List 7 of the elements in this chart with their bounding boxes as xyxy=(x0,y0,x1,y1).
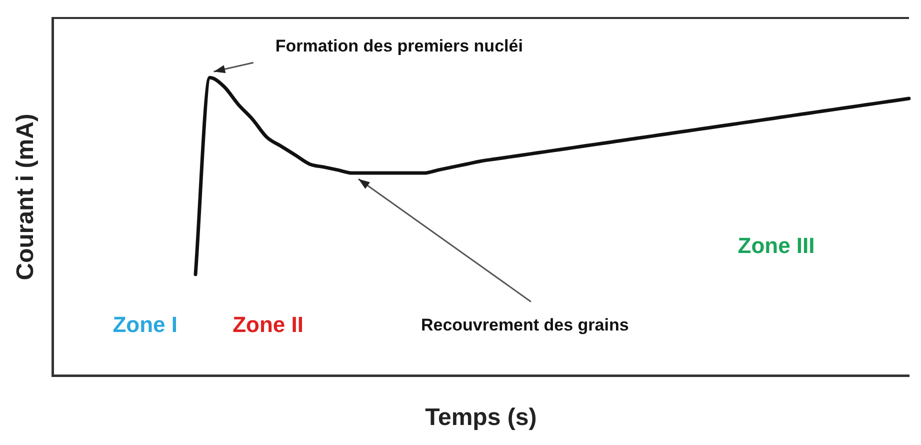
annotation: Zone III xyxy=(738,233,815,258)
x-axis-title: Temps (s) xyxy=(425,404,537,432)
y-axis-title: Courant i (mA) xyxy=(12,114,40,280)
annotation: Zone I xyxy=(112,312,178,337)
annotation: Recouvrement des grains xyxy=(420,315,629,334)
annotation: Zone II xyxy=(232,312,304,337)
text: Formation des premiers nucléi xyxy=(275,36,523,56)
